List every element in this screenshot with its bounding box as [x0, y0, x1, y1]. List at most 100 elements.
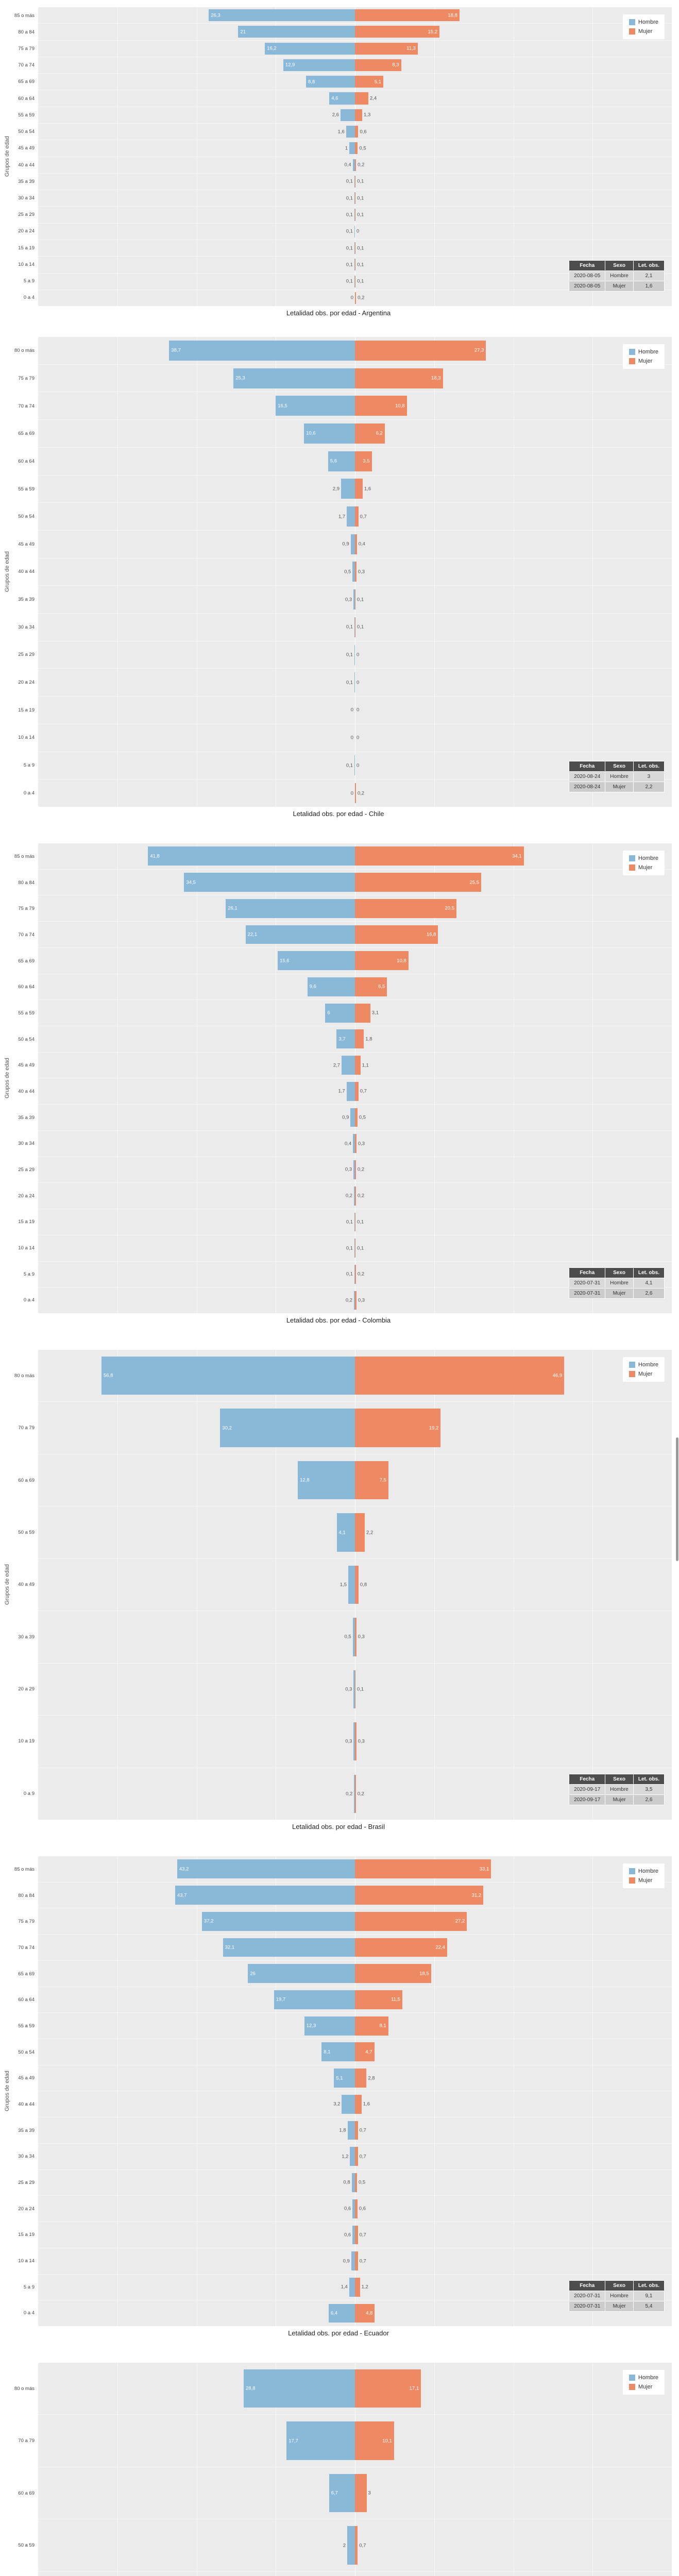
mujer-bar: [355, 109, 363, 121]
y-axis-label: Grupos de edad: [4, 551, 10, 592]
bar-row: 26,3 18,8: [38, 7, 672, 23]
stats-header: Sexo: [605, 1774, 634, 1785]
mujer-bar: [355, 2069, 367, 2088]
mujer-bar: [355, 951, 409, 971]
bar-value-label: 0,1: [346, 680, 353, 686]
mujer-bar: [355, 126, 359, 138]
bar-value-label: 0: [350, 790, 353, 796]
y-tick: 65 a 69: [18, 958, 35, 964]
stats-cell: Hombre: [605, 2291, 634, 2301]
gridlines: [38, 2363, 672, 2576]
hombre-bar: [353, 589, 355, 610]
bar-row: 1,7 0,7: [38, 1078, 672, 1104]
plot-area: Grupos de edad 80 o más 75 a 79 70 a 74 65 …: [3, 337, 674, 807]
hombre-bar: [175, 1886, 355, 1905]
y-tick: 15 a 19: [18, 707, 35, 713]
bar-value-label: 1,1: [362, 1062, 369, 1068]
y-tick: 80 o más: [14, 2386, 35, 2392]
hombre-bar: [169, 340, 355, 361]
y-tick: 60 a 64: [18, 95, 35, 101]
stats-header: Sexo: [605, 2280, 634, 2291]
bar-value-label: 0,7: [359, 2232, 366, 2238]
y-tick: 40 a 49: [18, 1582, 35, 1588]
bar-value-label: 0,4: [344, 1141, 352, 1147]
bar-value-label: 22,4: [435, 1944, 445, 1951]
stats-header: Let. obs.: [633, 1267, 665, 1278]
y-axis-label: Grupos de edad: [3, 2363, 11, 2576]
legend-item-mujer: Mujer: [629, 865, 658, 871]
hombre-bar: [304, 2016, 355, 2036]
bar-value-label: 34,5: [186, 879, 196, 885]
y-tick: 5 a 9: [23, 278, 35, 284]
mujer-bar: [355, 977, 387, 996]
bar-value-label: 16,2: [267, 45, 277, 52]
hombre-bar: [177, 1859, 355, 1879]
stats-cell: 5,4: [633, 2301, 665, 2312]
bar-value-label: 16,8: [426, 931, 436, 938]
bar-row: 1,6 0,6: [38, 123, 672, 140]
hombre-bar: [354, 672, 355, 693]
bar-value-label: 0,3: [358, 1738, 365, 1744]
bar-value-label: 1,2: [342, 2154, 349, 2160]
y-tick: 25 a 29: [18, 2179, 35, 2185]
hombre-bar: [349, 142, 355, 155]
bar-row: 38,7 27,3: [38, 337, 672, 364]
hombre-bar: [354, 175, 355, 188]
bar-value-label: 4,8: [366, 2310, 373, 2316]
hombre-bar: [353, 1160, 355, 1179]
mujer-bar: [355, 2147, 358, 2166]
y-tick: 80 o más: [14, 1373, 35, 1379]
gridline: [117, 1350, 118, 1820]
mujer-bar: [355, 899, 456, 918]
bar-row: 12,3 8,1: [38, 2012, 672, 2039]
y-tick: 30 a 34: [18, 1141, 35, 1147]
hombre-bar: [233, 368, 355, 388]
hombre-bar: [353, 1722, 355, 1761]
stats-header: Sexo: [605, 761, 634, 772]
legend-item-mujer: Mujer: [629, 1371, 658, 1377]
bar-value-label: 26,3: [211, 12, 220, 18]
bar-value-label: 1,7: [338, 513, 346, 519]
mujer-bar: [355, 2526, 358, 2565]
bar-value-label: 0,7: [359, 2542, 366, 2548]
mujer-bar: [355, 783, 356, 804]
legend-label: Mujer: [638, 2384, 653, 2390]
mujer-bar: [355, 1513, 365, 1552]
hombre-bar: [354, 1186, 355, 1206]
mujer-bar: [355, 2421, 394, 2460]
hombre-bar: [349, 2277, 355, 2297]
hombre-bar: [353, 1670, 355, 1708]
hombre-bar: [321, 2042, 355, 2062]
hombre-bar: [352, 1618, 355, 1656]
bar-row: 43,2 33,1: [38, 1856, 672, 1882]
bar-value-label: 0,1: [357, 195, 364, 201]
bar-value-label: 1,2: [361, 2284, 368, 2290]
chart-title: Letalidad obs. por edad - Ecuador: [288, 2329, 389, 2337]
bar-value-label: 1,8: [339, 2127, 346, 2133]
stats-cell: 2020-08-24: [569, 782, 606, 792]
bar-value-label: 0,1: [357, 596, 364, 602]
hombre-bar: [336, 1513, 355, 1552]
legend-item-mujer: Mujer: [629, 2384, 658, 2390]
bar-value-label: 20,5: [445, 905, 455, 911]
mujer-bar: [355, 562, 357, 582]
mujer-bar: [355, 1160, 356, 1179]
stats-row: 2020-07-31 Mujer 2,6: [569, 1288, 665, 1299]
plot-area: Grupos de edad 85 o más 80 a 84 75 a 79 70 …: [3, 7, 674, 306]
scrollbar-thumb[interactable]: [676, 1437, 678, 1561]
mujer-bar: [355, 9, 460, 22]
chart-colombia: Grupos de edad 85 o más 80 a 84 75 a 79 70 …: [0, 836, 679, 1343]
bar-row: 5,1 2,8: [38, 2064, 672, 2091]
bar-value-label: 1,8: [365, 1036, 372, 1042]
y-axis-label: Grupos de edad: [4, 2071, 10, 2112]
bar-value-label: 0,1: [346, 195, 353, 201]
legend: Hombre Mujer: [622, 14, 665, 39]
bar-row: 0 0,2: [38, 289, 672, 306]
bar-value-label: 0,5: [359, 145, 366, 151]
bar-row: 16,2 11,3: [38, 40, 672, 57]
bar-row: 0,4 0,2: [38, 156, 672, 173]
gridline: [592, 337, 593, 807]
hombre-bar: [223, 1938, 355, 1957]
bar-row: 30,2 19,2: [38, 1401, 672, 1453]
mujer-bar: [355, 1029, 364, 1049]
